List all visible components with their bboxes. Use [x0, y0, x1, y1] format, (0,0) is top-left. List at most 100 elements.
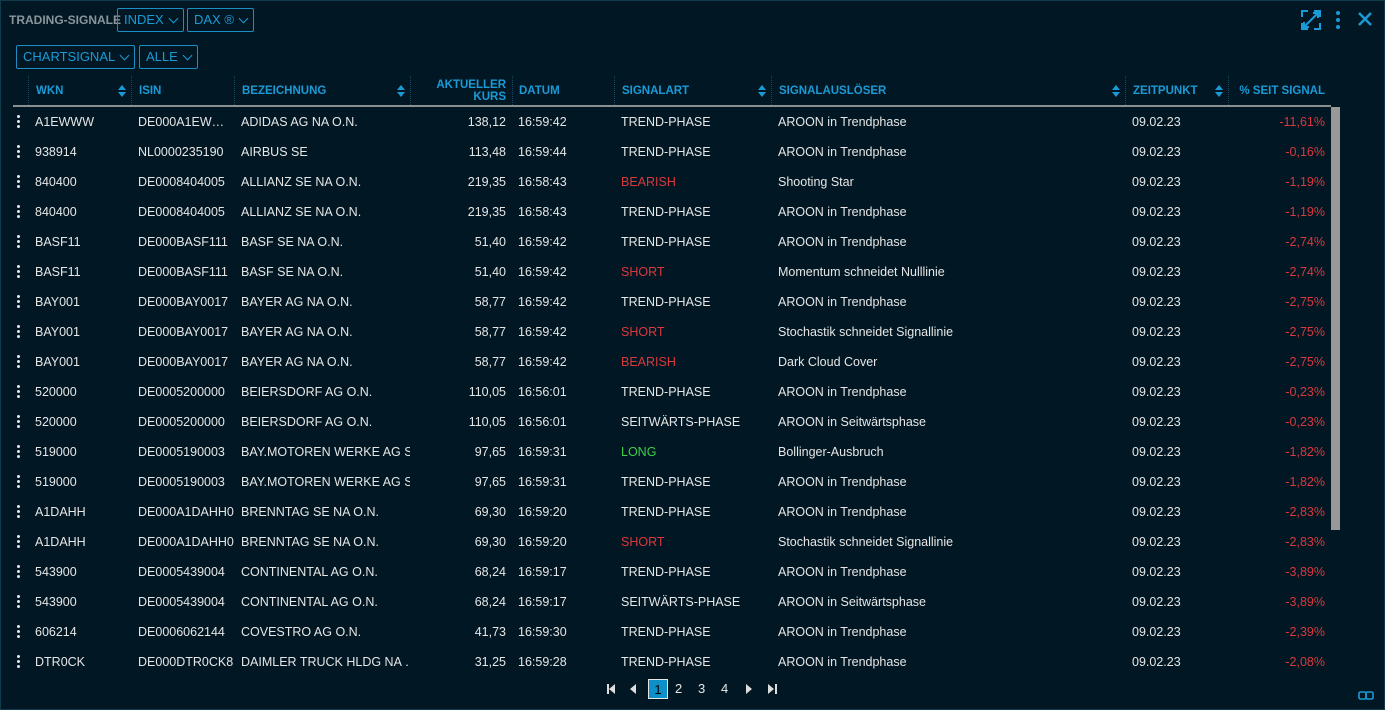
- row-menu-icon[interactable]: [17, 655, 20, 669]
- cell-signalausloeser: Dark Cloud Cover: [778, 355, 878, 369]
- table-row[interactable]: 520000 DE0005200000 BEIERSDORF AG O.N. 110,…: [13, 407, 1331, 437]
- sort-icon[interactable]: [397, 85, 405, 97]
- row-menu-icon[interactable]: [17, 115, 20, 129]
- signal-filter-dropdown[interactable]: ALLE: [139, 45, 198, 69]
- close-icon[interactable]: [1358, 12, 1372, 26]
- row-menu-icon[interactable]: [17, 445, 20, 459]
- column-header-bezeichnung[interactable]: BEZEICHNUNG: [234, 76, 410, 105]
- chevron-down-icon: [238, 13, 249, 23]
- row-menu-icon[interactable]: [17, 355, 20, 369]
- row-menu-icon[interactable]: [17, 595, 20, 609]
- cell-wkn: 840400: [35, 205, 77, 219]
- row-menu-icon[interactable]: [17, 565, 20, 579]
- cell-kurs: 51,40: [474, 235, 506, 249]
- cell-signalart: TREND-PHASE: [621, 565, 711, 579]
- cell-datum: 16:56:01: [518, 415, 567, 429]
- cell-bezeichnung: BRENNTAG SE NA O.N.: [241, 505, 379, 519]
- table-row[interactable]: 938914 NL0000235190 AIRBUS SE 113,48 16:59:4…: [13, 137, 1331, 167]
- cell-bezeichnung: BAYER AG NA O.N.: [241, 295, 353, 309]
- row-menu-icon[interactable]: [17, 325, 20, 339]
- cell-wkn: BAY001: [35, 325, 80, 339]
- cell-datum: 16:59:20: [518, 505, 567, 519]
- table-row[interactable]: BASF11 DE000BASF111 BASF SE NA O.N. 51,40 16…: [13, 227, 1331, 257]
- cell-datum: 16:59:42: [518, 115, 567, 129]
- row-menu-icon[interactable]: [17, 415, 20, 429]
- row-menu-icon[interactable]: [17, 205, 20, 219]
- page-1[interactable]: 1: [648, 679, 668, 699]
- cell-kurs: 68,24: [474, 565, 506, 579]
- sort-icon[interactable]: [118, 85, 126, 97]
- column-header-zeitpunkt[interactable]: ZEITPUNKT: [1125, 76, 1228, 105]
- row-menu-icon[interactable]: [17, 265, 20, 279]
- cell-bezeichnung: BEIERSDORF AG O.N.: [241, 385, 373, 399]
- table-row[interactable]: 606214 DE0006062144 COVESTRO AG O.N. 41,73 1…: [13, 617, 1331, 647]
- cell-zeitpunkt: 09.02.23: [1132, 295, 1181, 309]
- cell-wkn: BASF11: [35, 265, 81, 279]
- column-header-signalart[interactable]: SIGNALART: [614, 76, 771, 105]
- column-header-signalausloeser[interactable]: SIGNALAUSLÖSER: [771, 76, 1125, 105]
- last-page-icon[interactable]: [768, 679, 777, 699]
- row-menu-icon[interactable]: [17, 175, 20, 189]
- widget-title: TRADING-SIGNALE: [9, 13, 121, 27]
- cell-datum: 16:56:01: [518, 385, 567, 399]
- cell-prozent-seit-signal: -2,08%: [1285, 655, 1325, 669]
- cell-datum: 16:59:30: [518, 625, 567, 639]
- table-row[interactable]: 519000 DE0005190003 BAY.MOTOREN WERKE AG S…: [13, 437, 1331, 467]
- index-type-dropdown[interactable]: INDEX: [117, 8, 184, 32]
- link-icon[interactable]: [1358, 691, 1374, 700]
- table-row[interactable]: 840400 DE0008404005 ALLIANZ SE NA O.N. 219,…: [13, 197, 1331, 227]
- cell-isin: DE0006062144: [138, 625, 225, 639]
- table-row[interactable]: BAY001 DE000BAY0017 BAYER AG NA O.N. 58,77 1…: [13, 347, 1331, 377]
- cell-prozent-seit-signal: -1,19%: [1285, 205, 1325, 219]
- sort-icon[interactable]: [1215, 85, 1223, 97]
- cell-signalart: BEARISH: [621, 175, 676, 189]
- cell-signalart: SEITWÄRTS-PHASE: [621, 415, 741, 429]
- sort-icon[interactable]: [758, 85, 766, 97]
- table-row[interactable]: A1DAHH DE000A1DAHH0 BRENNTAG SE NA O.N. 69,…: [13, 497, 1331, 527]
- column-header-kurs[interactable]: AKTUELLER KURS: [410, 76, 512, 105]
- first-page-icon[interactable]: [607, 679, 616, 699]
- table-row[interactable]: 840400 DE0008404005 ALLIANZ SE NA O.N. 219,…: [13, 167, 1331, 197]
- table-row[interactable]: A1EWWW DE000A1EW… ADIDAS AG NA O.N. 138,12 1…: [13, 107, 1331, 137]
- sort-icon[interactable]: [1112, 85, 1120, 97]
- column-header-wkn[interactable]: WKN: [28, 76, 131, 105]
- page-3[interactable]: 3: [698, 681, 706, 696]
- column-header-isin[interactable]: ISIN: [131, 76, 234, 105]
- index-dropdown[interactable]: DAX ®: [187, 8, 254, 32]
- cell-datum: 16:59:44: [518, 145, 567, 159]
- table-row[interactable]: BAY001 DE000BAY0017 BAYER AG NA O.N. 58,77 1…: [13, 287, 1331, 317]
- table-row[interactable]: BASF11 DE000BASF111 BASF SE NA O.N. 51,40 16…: [13, 257, 1331, 287]
- cell-prozent-seit-signal: -0,16%: [1285, 145, 1325, 159]
- table-row[interactable]: BAY001 DE000BAY0017 BAYER AG NA O.N. 58,77 1…: [13, 317, 1331, 347]
- expand-icon[interactable]: [1301, 10, 1321, 30]
- row-menu-icon[interactable]: [17, 505, 20, 519]
- cell-isin: DE000BAY0017: [138, 295, 229, 309]
- table-row[interactable]: 520000 DE0005200000 BEIERSDORF AG O.N. 110,…: [13, 377, 1331, 407]
- page-2[interactable]: 2: [675, 681, 683, 696]
- column-header-label: AKTUELLER KURS: [436, 78, 506, 103]
- table-row[interactable]: 543900 DE0005439004 CONTINENTAL AG O.N. 68,…: [13, 587, 1331, 617]
- table-row[interactable]: 519000 DE0005190003 BAY.MOTOREN WERKE AG S…: [13, 467, 1331, 497]
- row-menu-icon[interactable]: [17, 295, 20, 309]
- previous-page-icon[interactable]: [630, 679, 637, 699]
- more-vertical-icon[interactable]: [1334, 10, 1342, 30]
- cell-prozent-seit-signal: -1,82%: [1285, 445, 1325, 459]
- table-row[interactable]: A1DAHH DE000A1DAHH0 BRENNTAG SE NA O.N. 69,…: [13, 527, 1331, 557]
- row-menu-icon[interactable]: [17, 475, 20, 489]
- cell-signalausloeser: AROON in Trendphase: [778, 115, 907, 129]
- table-row[interactable]: 543900 DE0005439004 CONTINENTAL AG O.N. 68,…: [13, 557, 1331, 587]
- table-row[interactable]: DTR0CK DE000DTR0CK8 DAIMLER TRUCK HLDG NA …: [13, 647, 1331, 677]
- row-menu-icon[interactable]: [17, 145, 20, 159]
- row-menu-icon[interactable]: [17, 535, 20, 549]
- signal-type-dropdown[interactable]: CHARTSIGNAL: [16, 45, 136, 69]
- dropdown-label: INDEX: [124, 12, 164, 27]
- column-header-prozent-seit-signal[interactable]: % SEIT SIGNAL: [1228, 76, 1331, 105]
- column-header-datum[interactable]: DATUM: [512, 76, 614, 105]
- page-4[interactable]: 4: [721, 681, 729, 696]
- row-menu-icon[interactable]: [17, 235, 20, 249]
- cell-kurs: 110,05: [468, 385, 506, 399]
- row-menu-icon[interactable]: [17, 625, 20, 639]
- next-page-icon[interactable]: [746, 679, 753, 699]
- scrollbar[interactable]: [1331, 107, 1340, 530]
- row-menu-icon[interactable]: [17, 385, 20, 399]
